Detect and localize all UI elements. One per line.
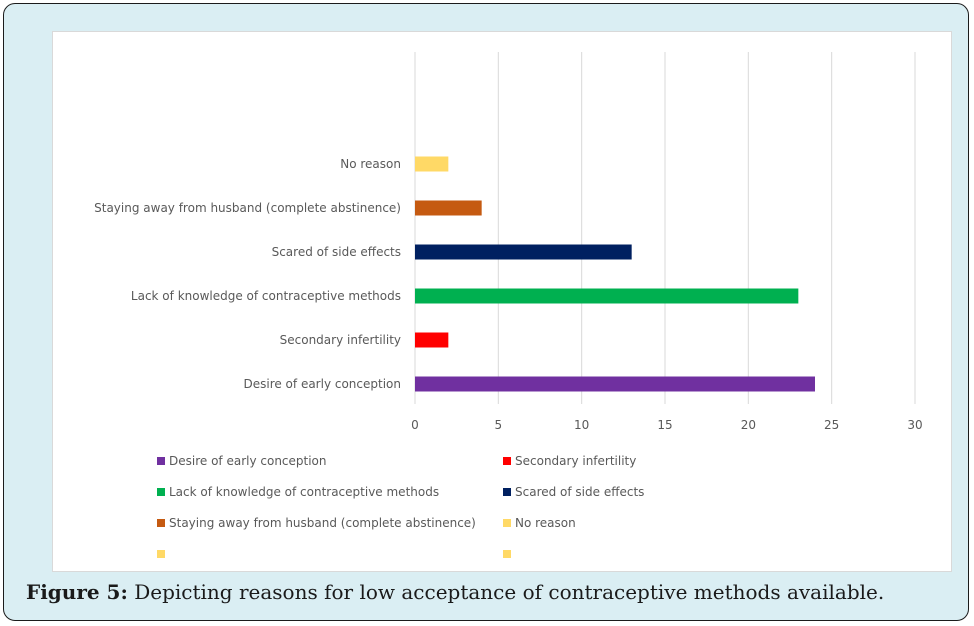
legend-item xyxy=(503,543,849,564)
legend-label: Scared of side effects xyxy=(515,484,645,499)
legend-swatch xyxy=(157,487,165,496)
legend-item: Scared of side effects xyxy=(503,481,849,502)
x-tick-label: 10 xyxy=(574,418,589,432)
x-tick-label: 15 xyxy=(657,418,672,432)
bar xyxy=(415,156,449,172)
legend-swatch xyxy=(503,518,511,527)
bar xyxy=(415,288,799,304)
legend-label: Staying away from husband (complete abst… xyxy=(169,515,476,530)
legend-item: Staying away from husband (complete abst… xyxy=(157,512,503,533)
category-label: Scared of side effects xyxy=(272,245,401,259)
x-tick-label: 30 xyxy=(907,418,922,432)
legend-swatch xyxy=(157,518,165,527)
figure-caption-label: Figure 5: xyxy=(26,580,128,604)
legend-swatch xyxy=(503,487,511,496)
bar xyxy=(415,332,449,348)
legend-label: Secondary infertility xyxy=(515,453,637,468)
bar xyxy=(415,376,815,392)
legend-label: No reason xyxy=(515,515,576,530)
legend-label: Lack of knowledge of contraceptive metho… xyxy=(169,484,440,499)
x-tick-label: 20 xyxy=(741,418,756,432)
legend-item: Lack of knowledge of contraceptive metho… xyxy=(157,481,503,502)
legend-swatch xyxy=(503,456,511,465)
category-label: Secondary infertility xyxy=(280,333,401,347)
legend-item: No reason xyxy=(503,512,849,533)
category-label: Desire of early conception xyxy=(243,377,401,391)
x-tick-label: 25 xyxy=(824,418,839,432)
bar-chart: 0 5 10 15 20 25 30 Desire of early conception Se… xyxy=(94,52,923,432)
legend-swatch xyxy=(157,549,165,558)
figure-frame: 0 5 10 15 20 25 30 Desire of early conception Se… xyxy=(3,3,969,621)
bar xyxy=(415,200,482,216)
category-label: Lack of knowledge of contraceptive metho… xyxy=(131,289,401,303)
legend-swatch xyxy=(503,549,511,558)
legend-item: Desire of early conception xyxy=(157,450,503,471)
legend-item: Secondary infertility xyxy=(503,450,849,471)
category-label: Staying away from husband (complete abst… xyxy=(94,201,401,215)
figure-caption-text: Depicting reasons for low acceptance of … xyxy=(127,580,885,604)
x-tick-label: 5 xyxy=(495,418,503,432)
bar xyxy=(415,244,632,260)
chart-legend: Desire of early conception Secondary infe… xyxy=(157,450,917,564)
legend-label: Desire of early conception xyxy=(169,453,327,468)
figure-caption: Figure 5: Depicting reasons for low acce… xyxy=(26,580,884,604)
legend-item xyxy=(157,543,503,564)
chart-panel: 0 5 10 15 20 25 30 Desire of early conception Se… xyxy=(52,31,952,572)
category-label: No reason xyxy=(340,157,401,171)
legend-swatch xyxy=(157,456,165,465)
x-tick-label: 0 xyxy=(411,418,419,432)
